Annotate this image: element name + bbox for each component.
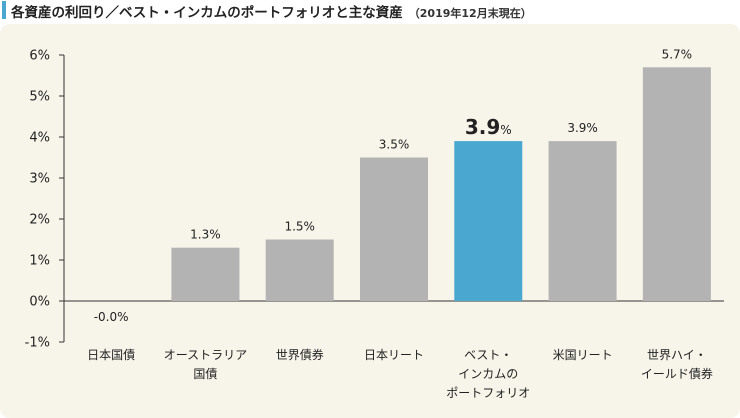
y-tick-label: 6% [29, 49, 50, 64]
category-label: 日本国債 [87, 347, 135, 362]
bar [642, 67, 711, 301]
category-label: 世界ハイ・ [647, 348, 707, 362]
category-label: イールド債券 [641, 366, 713, 381]
data-label: -0.0% [94, 310, 129, 324]
y-tick-label: 4% [29, 131, 50, 146]
category-label: ベスト・ [464, 348, 512, 362]
bar [265, 239, 334, 301]
category-label: ポートフォリオ [446, 386, 530, 400]
data-label: 3.5% [379, 138, 410, 152]
y-tick-label: 1% [29, 254, 50, 269]
y-tick-label: -1% [25, 336, 50, 351]
data-label: 5.7% [662, 47, 693, 61]
y-tick-label: 2% [29, 213, 50, 228]
bar [360, 157, 428, 301]
data-label: 3.9% [567, 121, 598, 135]
bar [548, 141, 617, 301]
category-label: 世界債券 [276, 347, 324, 362]
data-label: 1.3% [190, 228, 221, 242]
category-label: 国債 [193, 366, 217, 381]
chart-title-date: （2019年12月末現在） [408, 7, 532, 20]
bar-highlight [454, 141, 523, 301]
chart-title: 各資産の利回り／ベスト・インカムのポートフォリオと主な資産 （2019年12月末… [11, 1, 532, 21]
data-label-highlight: 3.9% [465, 115, 512, 139]
y-tick-label: 3% [29, 172, 50, 187]
category-label: オーストラリア [164, 348, 247, 362]
category-label: 米国リート [553, 348, 613, 362]
category-label: インカムの [458, 367, 518, 381]
data-label-unit: % [500, 123, 511, 137]
category-label: 日本リート [364, 348, 424, 362]
y-tick-label: 5% [29, 90, 50, 105]
chart-title-main: 各資産の利回り／ベスト・インカムのポートフォリオと主な資産 [11, 5, 403, 21]
bar [171, 247, 240, 301]
y-tick-label: 0% [29, 295, 50, 310]
title-accent-bar [2, 1, 6, 19]
data-label: 1.5% [284, 220, 315, 234]
